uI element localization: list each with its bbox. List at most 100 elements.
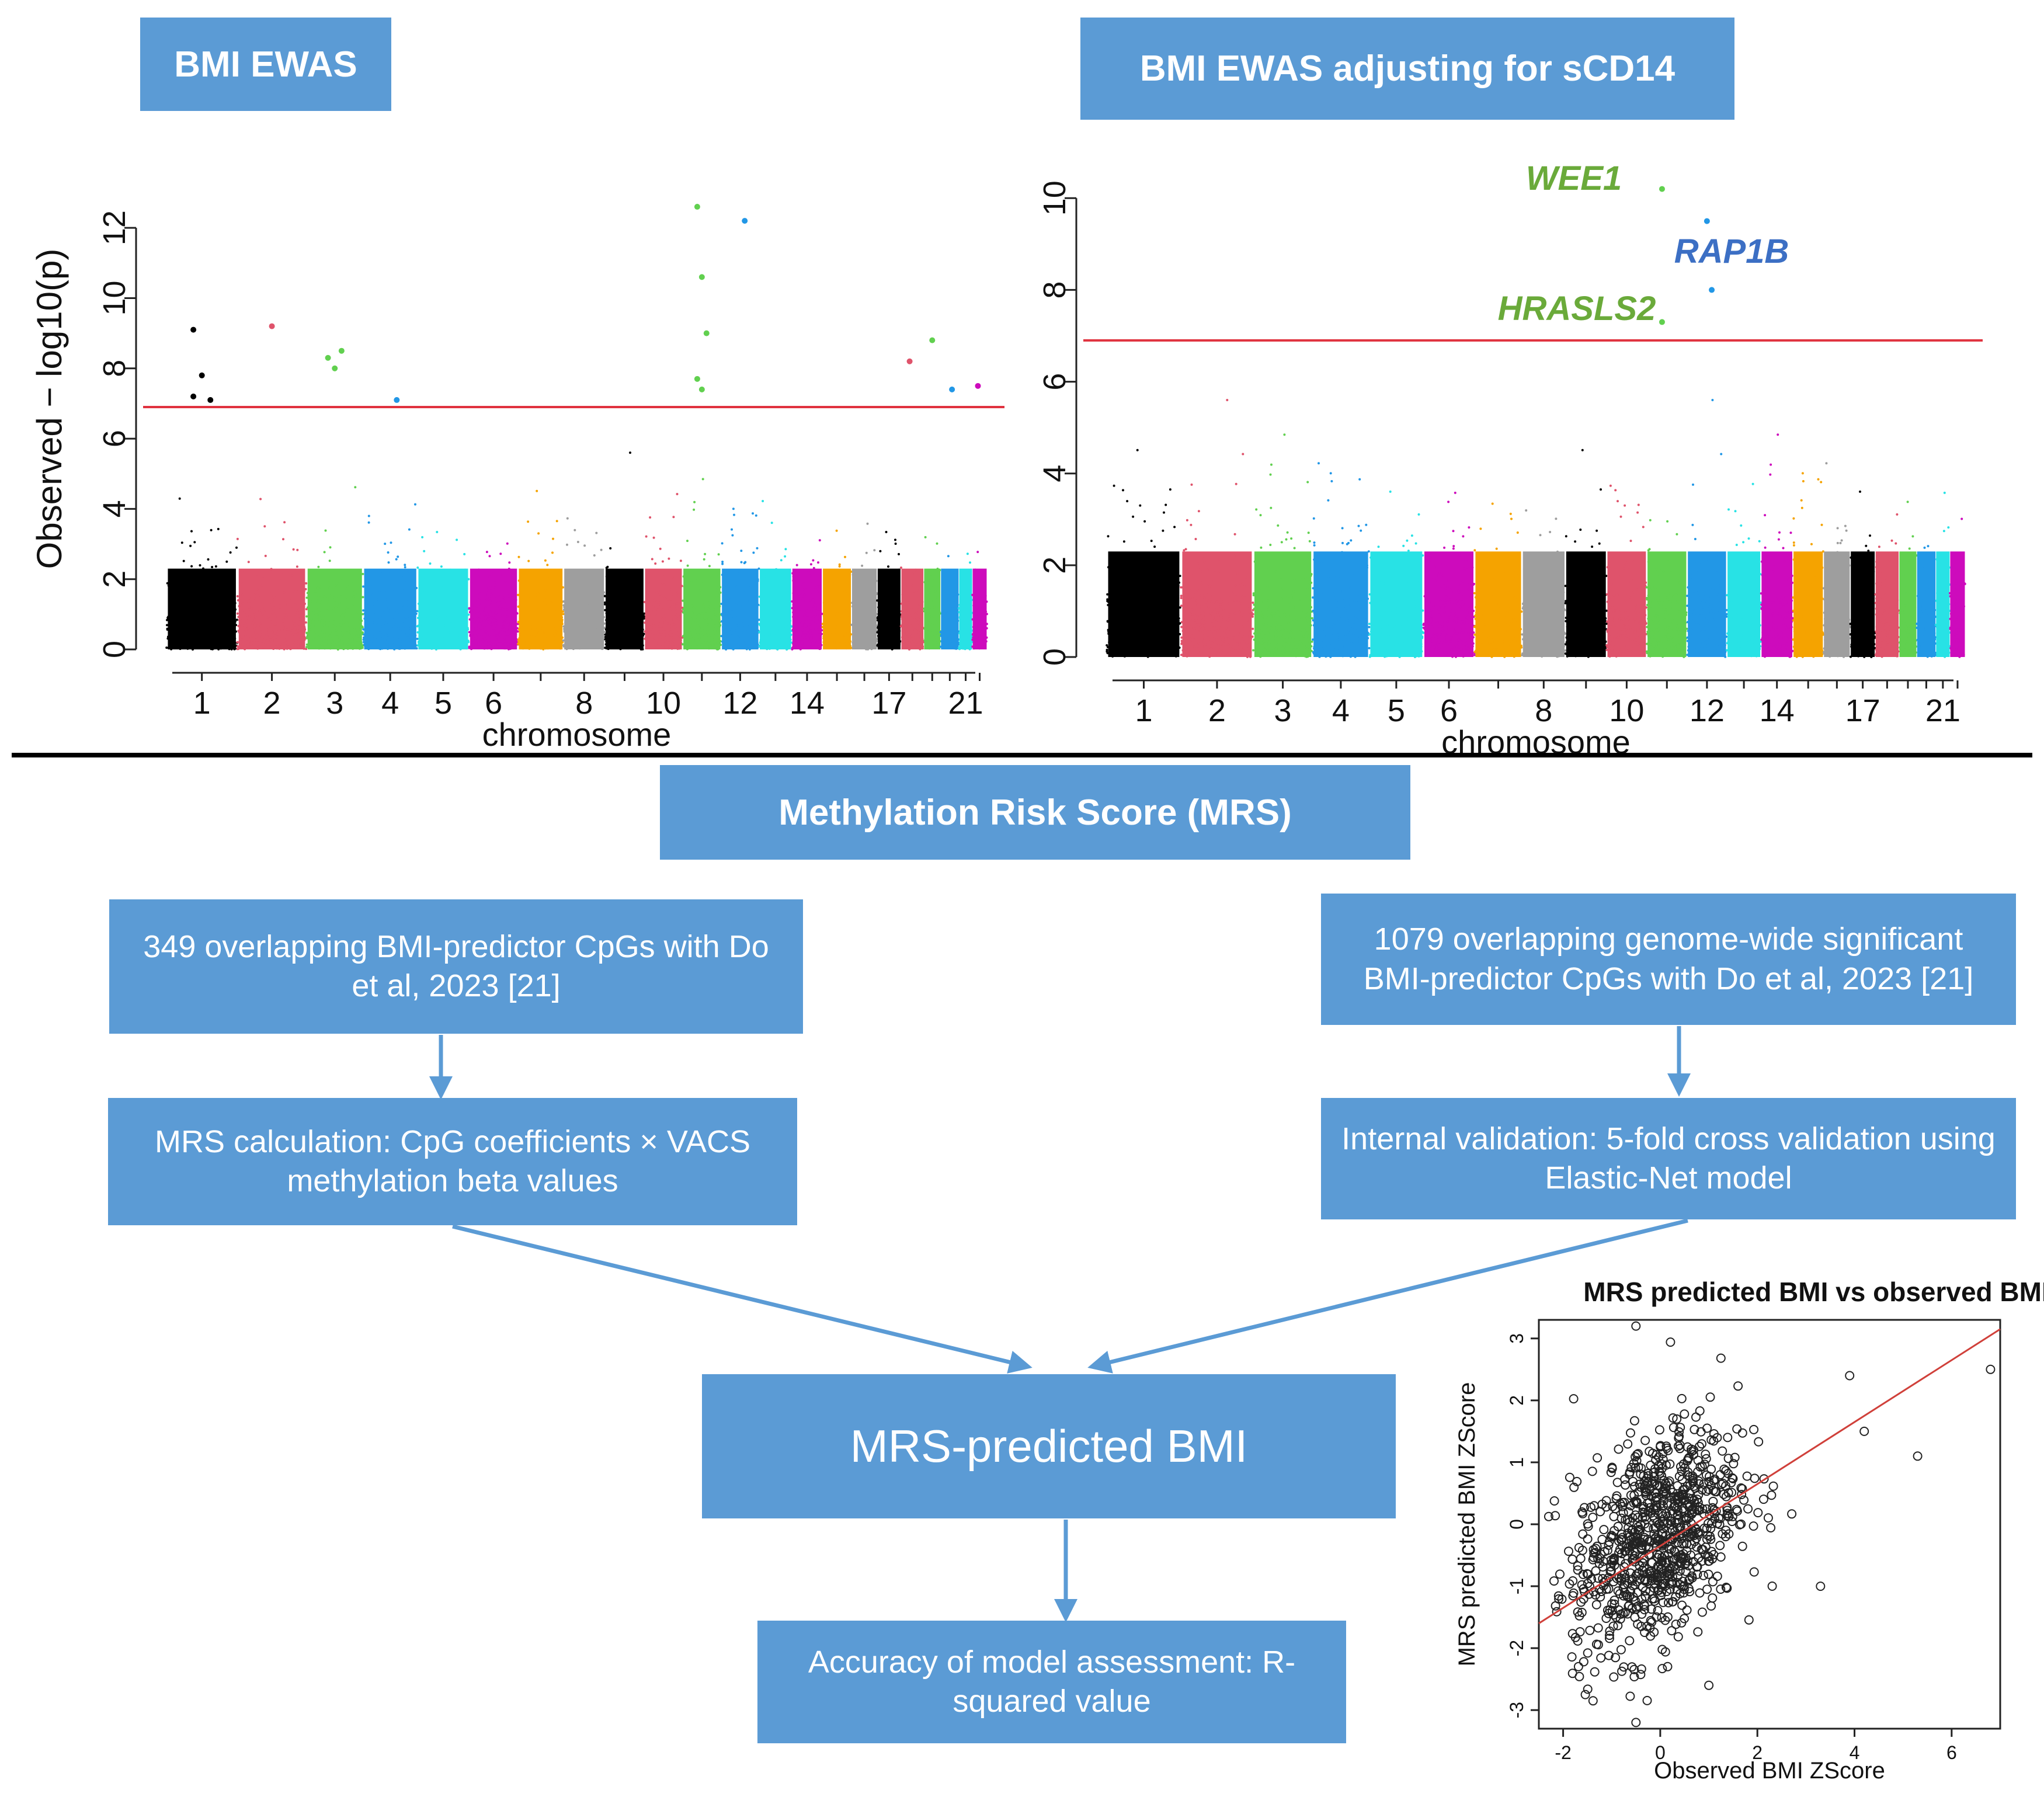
peak-point (190, 326, 197, 333)
mrs-calculation-box: MRS calculation: CpG coefficients × VACS… (108, 1098, 797, 1225)
chromosome-points-7 (517, 489, 565, 651)
scatter-title: MRS predicted BMI vs observed BMI (1583, 1277, 2044, 1307)
chromosome-points-5 (416, 531, 470, 651)
chromosome-band-20 (1917, 551, 1936, 657)
chromosome-points-9 (1564, 449, 1608, 658)
peak-point (1709, 287, 1715, 293)
chromosome-points-17 (1849, 490, 1876, 658)
chromosome-points-20 (939, 555, 960, 650)
chromosome-points-20 (1916, 545, 1937, 658)
chromosome-points-18 (1874, 513, 1900, 658)
x-tick-label: 12 (722, 686, 757, 721)
peak-point (742, 218, 748, 224)
chromosome-points-1 (165, 497, 239, 651)
chromosome-band-17 (1851, 551, 1875, 657)
y-axis-title: Observed − log10(p) (30, 249, 69, 569)
y-tick-label: 0 (97, 641, 132, 658)
y-tick-label: -1 (1506, 1578, 1527, 1594)
mrs-scatter-plot: MRS predicted BMI vs observed BMI -2 0 2 4 6 -… (1454, 1277, 2044, 1784)
chromosome-points-11 (1645, 519, 1688, 658)
chromosome-band-15 (1793, 551, 1823, 657)
peak-point (199, 372, 205, 378)
scatter-points (1544, 1321, 1996, 1728)
chromosome-points-21 (1934, 491, 1951, 658)
chromosome-points-9 (603, 451, 646, 651)
x-tick-label: 2 (1752, 1742, 1763, 1763)
y-tick-label: 10 (97, 280, 132, 315)
y-tick-label: -3 (1506, 1702, 1527, 1718)
x-tick-label: -2 (1555, 1742, 1571, 1763)
chromosome-points-1 (1106, 449, 1181, 658)
mrs-predicted-bmi-box: MRS-predicted BMI (702, 1374, 1396, 1518)
bmi-ewas-scd14-title: BMI EWAS adjusting for sCD14 (1080, 18, 1734, 120)
chromosome-points-13 (1726, 482, 1762, 658)
peak-point (698, 274, 705, 280)
chromosome-points-22 (971, 551, 988, 650)
chromosome-band-9 (606, 568, 644, 649)
x-tick-label: 10 (1609, 693, 1644, 728)
y-tick-label: 6 (1037, 373, 1072, 391)
y-tick-label: 6 (97, 430, 132, 447)
y-tick-label: 0 (1037, 648, 1072, 666)
chromosome-points-8 (1521, 509, 1567, 658)
regression-line (1538, 1328, 2001, 1624)
peak-point (1659, 319, 1665, 325)
y-tick-label: 12 (97, 210, 132, 245)
peak-point (394, 397, 400, 403)
gene-label: WEE1 (1526, 159, 1622, 197)
x-tick-label: 2 (263, 686, 281, 721)
chromosome-points-21 (958, 552, 974, 651)
chromosome-points-4 (1312, 462, 1371, 658)
peak-point (929, 337, 936, 343)
y-tick-label: 2 (1037, 557, 1072, 574)
peak-point (338, 347, 345, 354)
peak-point (694, 376, 700, 382)
x-tick-label: 8 (575, 686, 593, 721)
chromosome-points-18 (899, 566, 925, 651)
chromosome-points-7 (1473, 502, 1523, 658)
y-tick-label: 8 (1037, 281, 1072, 298)
chromosome-points-2 (236, 498, 308, 651)
x-tick-label: 3 (326, 686, 343, 721)
x-tick-label: 14 (790, 686, 825, 721)
y-tick-label: 3 (1506, 1333, 1527, 1344)
chromosome-points-5 (1368, 490, 1425, 658)
x-tick-label: 3 (1274, 693, 1292, 728)
peak-point (190, 393, 197, 399)
peak-point (698, 386, 705, 392)
y-tick-label: 4 (97, 500, 132, 517)
chromosome-points-12 (1686, 399, 1728, 658)
x-tick-label: 4 (1850, 1742, 1860, 1763)
gene-label: HRASLS2 (1498, 290, 1656, 328)
chromosome-points-14 (1760, 433, 1794, 658)
gene-label: RAP1B (1674, 232, 1789, 270)
x-axis-title: chromosome (482, 716, 672, 753)
x-tick-label: 21 (1925, 693, 1960, 728)
x-tick-label: 6 (1440, 693, 1458, 728)
x-tick-label: 2 (1208, 693, 1226, 728)
y-tick-label: 10 (1037, 180, 1072, 215)
x-tick-label: 6 (1946, 1742, 1957, 1763)
arrow-validation-to-mrs-bmi (1087, 1218, 1688, 1374)
chromosome-points-14 (791, 539, 823, 651)
chromosome-points-13 (758, 500, 793, 651)
x-tick-label: 4 (1332, 693, 1350, 728)
manhattan-points-2 (1106, 399, 1966, 658)
peak-point (207, 397, 214, 403)
x-tick-label: 17 (871, 686, 906, 721)
peak-point (1659, 186, 1665, 192)
y-tick-label: -2 (1506, 1640, 1527, 1656)
x-tick-label: 10 (646, 686, 681, 721)
x-tick-label: 12 (1690, 693, 1725, 728)
chromosome-points-10 (1605, 484, 1647, 658)
scatter-x-axis-title: Observed BMI ZScore (1654, 1758, 1885, 1784)
peak-point (949, 386, 955, 392)
y-tick-label: 2 (1506, 1395, 1527, 1406)
x-tick-label: 21 (948, 686, 983, 721)
peak-point (703, 330, 710, 336)
chromosome-points-16 (850, 522, 879, 651)
chromosome-points-11 (682, 478, 722, 651)
left-input-box: 349 overlapping BMI-predictor CpGs with … (109, 899, 803, 1034)
